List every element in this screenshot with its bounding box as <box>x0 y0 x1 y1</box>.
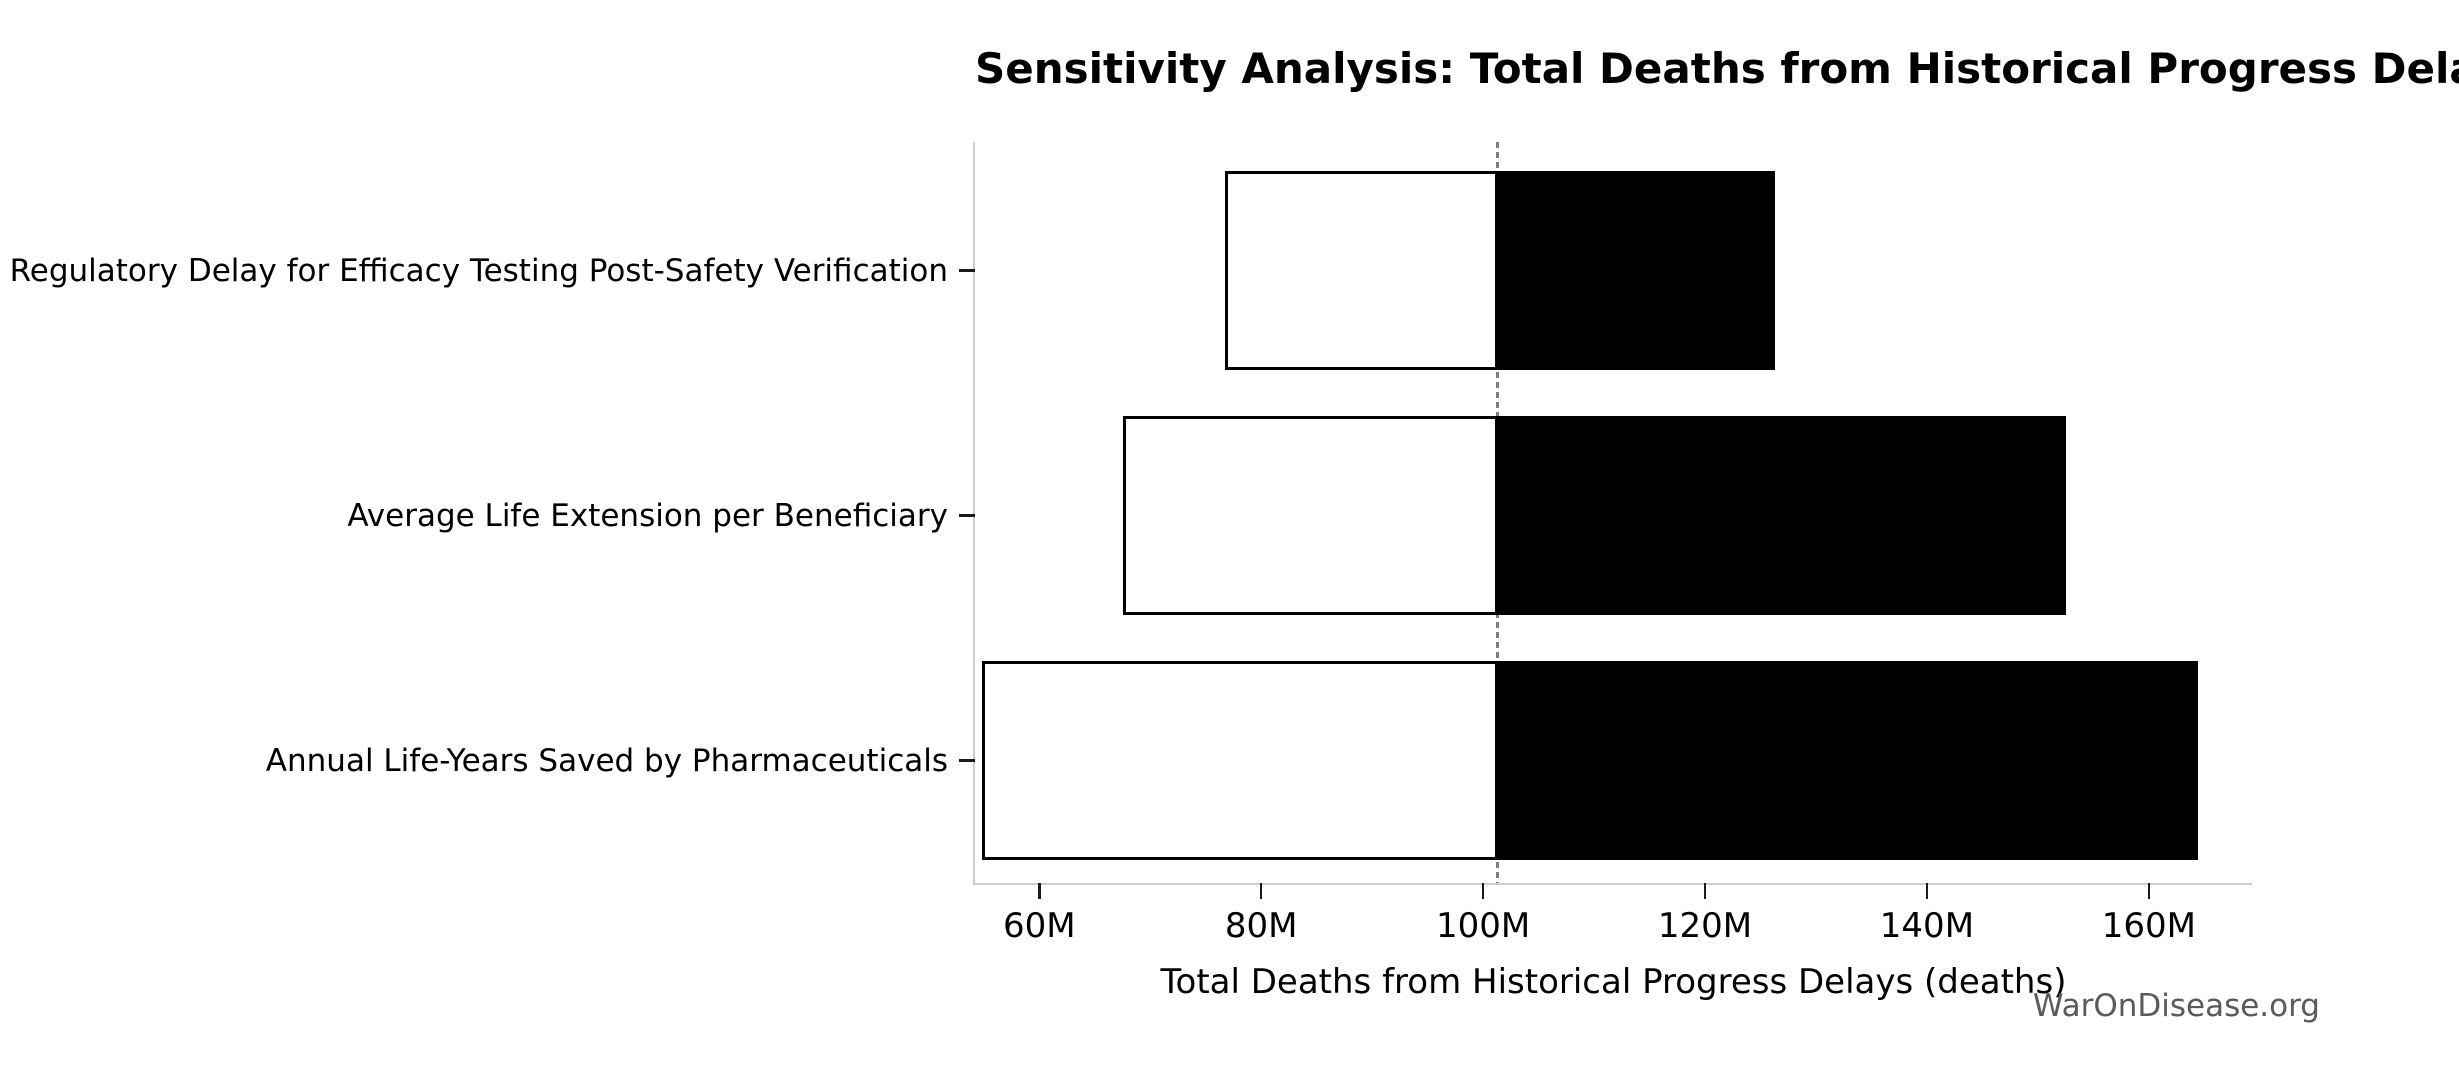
x-tick-label: 140M <box>1879 906 1975 946</box>
x-axis-spine <box>973 883 2252 885</box>
y-tickmark <box>959 759 975 762</box>
x-tickmark <box>1038 883 1041 899</box>
x-tick-label: 60M <box>1003 906 1076 946</box>
bar-low-segment <box>1122 416 1498 615</box>
y-tick-label: Annual Life-Years Saved by Pharmaceutica… <box>265 742 948 779</box>
x-tick-label: 80M <box>1224 906 1298 946</box>
x-tickmark <box>1703 883 1707 899</box>
bar-high-segment <box>1497 661 2198 860</box>
bar-high-segment <box>1497 416 2066 615</box>
x-tickmark <box>2147 883 2151 899</box>
x-tick-label: 100M <box>1436 906 1531 946</box>
x-tick-label: 160M <box>2101 906 2196 946</box>
chart-title: Sensitivity Analysis: Total Deaths from … <box>975 44 2459 93</box>
y-tick-label: Regulatory Delay for Efficacy Testing Po… <box>9 252 948 289</box>
y-axis-spine <box>973 142 975 883</box>
bar-low-segment <box>1224 171 1498 370</box>
watermark-text: WarOnDisease.org <box>2032 988 2320 1024</box>
bar-low-segment <box>981 661 1498 860</box>
x-tick-label: 120M <box>1657 906 1753 946</box>
y-tickmark <box>959 269 975 272</box>
x-tickmark <box>1481 883 1485 899</box>
bar-high-segment <box>1497 171 1775 370</box>
y-tick-label: Average Life Extension per Beneficiary <box>347 497 948 534</box>
y-tickmark <box>959 514 975 517</box>
x-tickmark <box>1259 883 1263 899</box>
x-axis-label: Total Deaths from Historical Progress De… <box>1160 962 2067 1002</box>
x-tickmark <box>1925 883 1929 899</box>
